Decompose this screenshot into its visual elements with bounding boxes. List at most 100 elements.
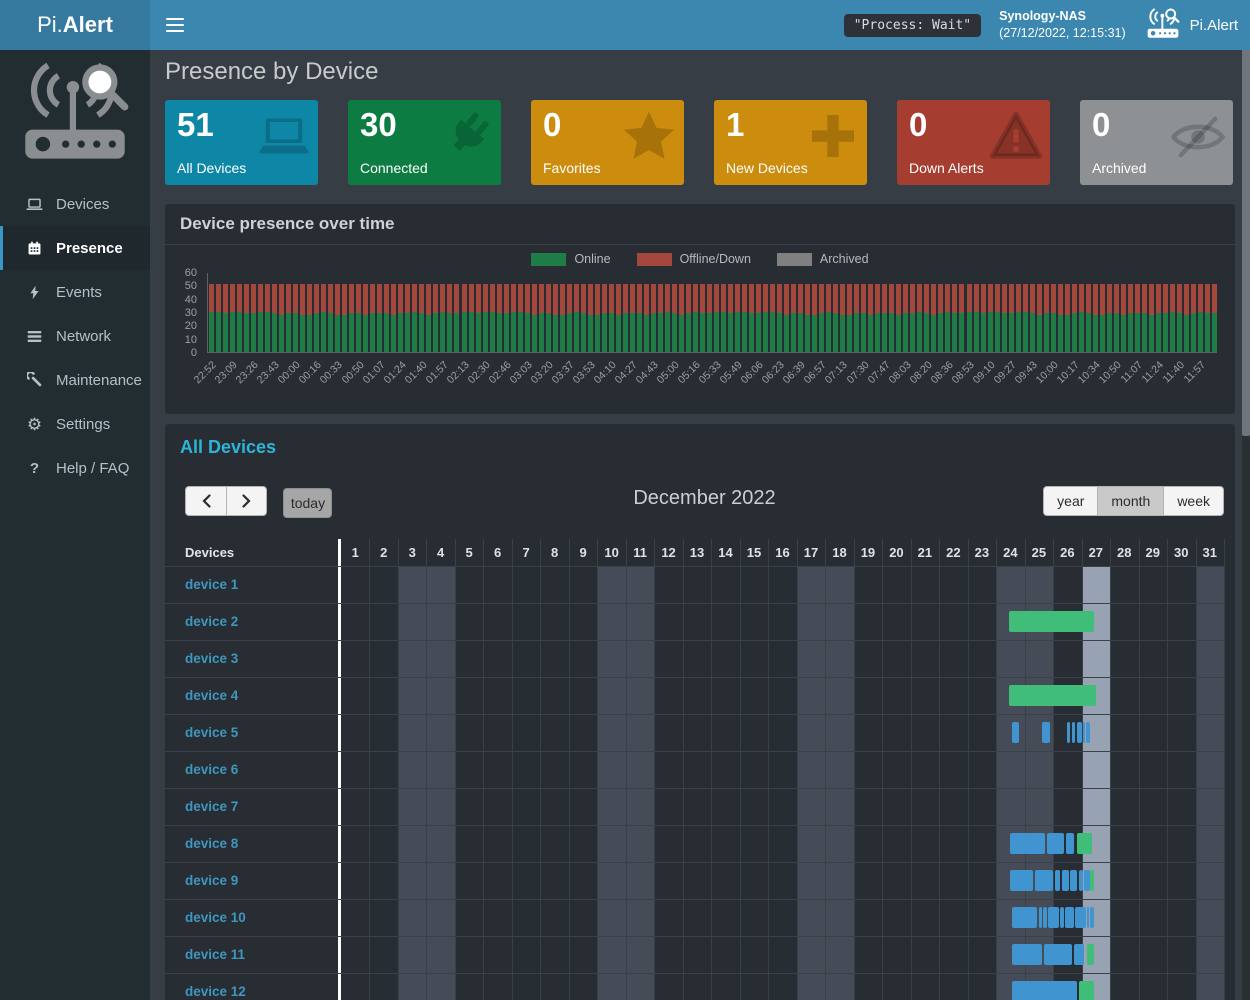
online-segment (216, 312, 221, 352)
scrollbar-thumb[interactable] (1242, 44, 1250, 436)
chart-bar (692, 284, 698, 352)
grid-hline (165, 936, 1224, 937)
presence-bar-blue (1065, 907, 1074, 928)
weekend-column (625, 566, 655, 1000)
y-tick-label: 60 (184, 267, 197, 279)
offline-segment (370, 284, 376, 314)
card-down-alerts[interactable]: 0 Down Alerts (897, 100, 1050, 185)
star-icon (620, 108, 678, 171)
chart-bar (685, 284, 691, 352)
device-link[interactable]: device 1 (185, 577, 239, 592)
sidebar-item-settings[interactable]: ⚙ Settings (0, 402, 150, 446)
sidebar-item-events[interactable]: Events (0, 270, 150, 314)
offline-segment (629, 284, 635, 314)
chart-bar (447, 284, 453, 352)
online-segment (552, 314, 558, 352)
chart-bar (412, 284, 418, 352)
online-segment (293, 313, 299, 352)
offline-segment (664, 284, 670, 312)
offline-segment (398, 284, 404, 314)
device-link[interactable]: device 2 (185, 614, 239, 629)
sidebar-item-maintenance[interactable]: Maintenance (0, 358, 150, 402)
view-month-button[interactable]: month (1098, 486, 1165, 516)
offline-segment (272, 284, 278, 314)
offline-segment (819, 284, 825, 314)
chart-bar (868, 284, 874, 352)
device-link[interactable]: device 3 (185, 651, 239, 666)
online-segment (1050, 313, 1056, 352)
sidebar-item-network[interactable]: Network (0, 314, 150, 358)
online-segment (433, 313, 439, 352)
offline-segment (1148, 284, 1154, 315)
grid-vline (939, 539, 941, 1000)
card-archived[interactable]: 0 Archived (1080, 100, 1233, 185)
card-connected[interactable]: 30 Connected (348, 100, 501, 185)
online-segment (896, 314, 902, 352)
online-segment (419, 313, 425, 352)
device-link[interactable]: device 5 (185, 725, 239, 740)
chart-bar (356, 284, 362, 352)
chart-bar (1036, 284, 1042, 352)
device-link[interactable]: device 6 (185, 762, 239, 777)
offline-segment (566, 284, 572, 314)
chart-bar (524, 284, 530, 352)
presence-bar-blue (1011, 981, 1078, 1000)
sidebar-item-devices[interactable]: Devices (0, 182, 150, 226)
online-segment (531, 314, 537, 352)
online-segment (763, 312, 769, 352)
card-new-devices[interactable]: 1 New Devices (714, 100, 867, 185)
view-week-button[interactable]: week (1164, 486, 1224, 516)
grid-hline (165, 788, 1224, 789)
sidebar-item-label: Settings (56, 415, 111, 433)
online-segment (952, 313, 958, 352)
legend-item-online[interactable]: Online (531, 252, 611, 266)
device-link[interactable]: device 10 (185, 910, 246, 925)
device-link[interactable]: device 12 (185, 984, 246, 999)
chart-bar (405, 284, 411, 352)
card-all-devices[interactable]: 51 All Devices (165, 100, 318, 185)
chart-bar (1001, 284, 1007, 352)
y-tick-label: 40 (184, 293, 197, 306)
prev-month-button[interactable] (185, 486, 226, 516)
legend-item-offline-down[interactable]: Offline/Down (636, 252, 751, 266)
chart-bar (819, 284, 825, 352)
offline-segment (587, 284, 593, 315)
offline-segment (293, 284, 299, 314)
offline-segment (1008, 284, 1014, 314)
legend-swatch (776, 252, 812, 266)
online-segment (545, 313, 551, 352)
next-month-button[interactable] (226, 486, 267, 516)
online-segment (650, 313, 656, 352)
device-link[interactable]: device 7 (185, 799, 239, 814)
grid-vline (625, 539, 627, 1000)
device-link[interactable]: device 4 (185, 688, 239, 703)
chart-bar (678, 284, 684, 352)
sidebar-item-help-faq[interactable]: ? Help / FAQ (0, 446, 150, 490)
card-label: Favorites (543, 160, 601, 176)
hamburger-menu-icon[interactable] (166, 17, 184, 33)
online-segment (847, 314, 853, 352)
offline-segment (959, 284, 965, 314)
x-tick-text: 11:40 (1160, 359, 1187, 386)
device-link[interactable]: device 9 (185, 873, 239, 888)
online-segment (1211, 313, 1217, 352)
grid-vline (568, 539, 570, 1000)
x-tick-text: 08:53 (949, 359, 977, 387)
today-button[interactable]: today (283, 488, 333, 518)
device-link[interactable]: device 8 (185, 836, 239, 851)
device-link[interactable]: device 11 (185, 947, 246, 962)
presence-bar-blue (1073, 944, 1085, 965)
view-year-button[interactable]: year (1043, 486, 1099, 516)
sidebar-menu: Devices Presence Events Network Maintenance ⚙… (0, 182, 150, 490)
chart-bar (1190, 284, 1196, 352)
sidebar-item-presence[interactable]: Presence (0, 226, 150, 270)
question-icon: ? (29, 459, 40, 477)
online-segment (286, 313, 292, 352)
weekend-column (1195, 566, 1224, 1000)
brand-link[interactable]: Pi. Alert (0, 0, 150, 50)
x-tick-text: 10:00 (1033, 359, 1061, 387)
card-favorites[interactable]: 0 Favorites (531, 100, 684, 185)
navbar-app-link[interactable]: Pi.Alert (1144, 7, 1238, 43)
chart-bar (973, 284, 979, 352)
legend-item-archived[interactable]: Archived (776, 252, 869, 266)
